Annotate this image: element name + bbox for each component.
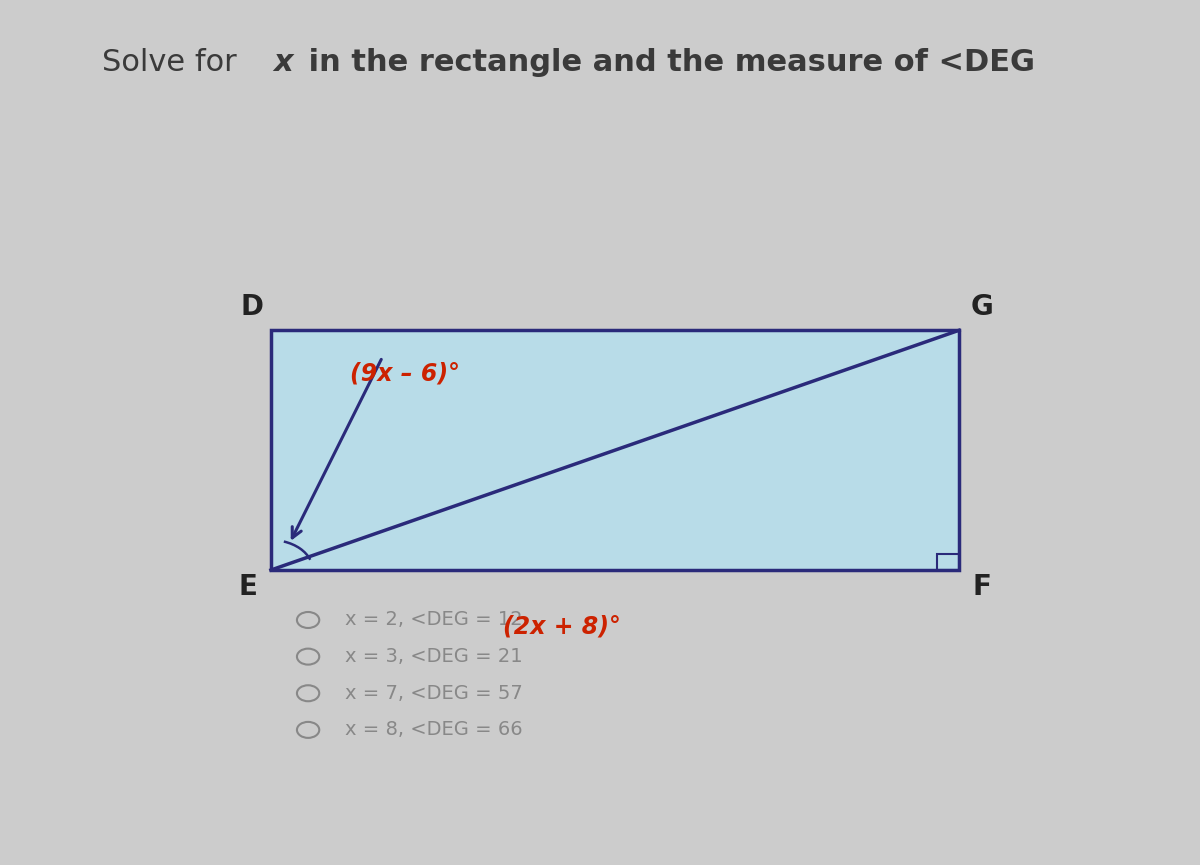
Text: (9x – 6)°: (9x – 6)° [350, 362, 460, 386]
Text: G: G [971, 293, 994, 321]
Text: (2x + 8)°: (2x + 8)° [504, 615, 622, 638]
Text: x = 3, <DEG = 21: x = 3, <DEG = 21 [346, 647, 523, 666]
Text: in the rectangle and the measure of <DEG: in the rectangle and the measure of <DEG [298, 48, 1034, 77]
Text: D: D [241, 293, 264, 321]
Text: x = 2, <DEG = 12: x = 2, <DEG = 12 [346, 611, 523, 630]
Text: Solve for: Solve for [102, 48, 246, 77]
Bar [271, 330, 959, 570]
Bar [937, 554, 959, 570]
Text: E: E [239, 573, 257, 600]
Text: x: x [274, 48, 293, 77]
Text: x = 7, <DEG = 57: x = 7, <DEG = 57 [346, 683, 523, 702]
Text: F: F [973, 573, 991, 600]
Text: x = 8, <DEG = 66: x = 8, <DEG = 66 [346, 721, 523, 740]
